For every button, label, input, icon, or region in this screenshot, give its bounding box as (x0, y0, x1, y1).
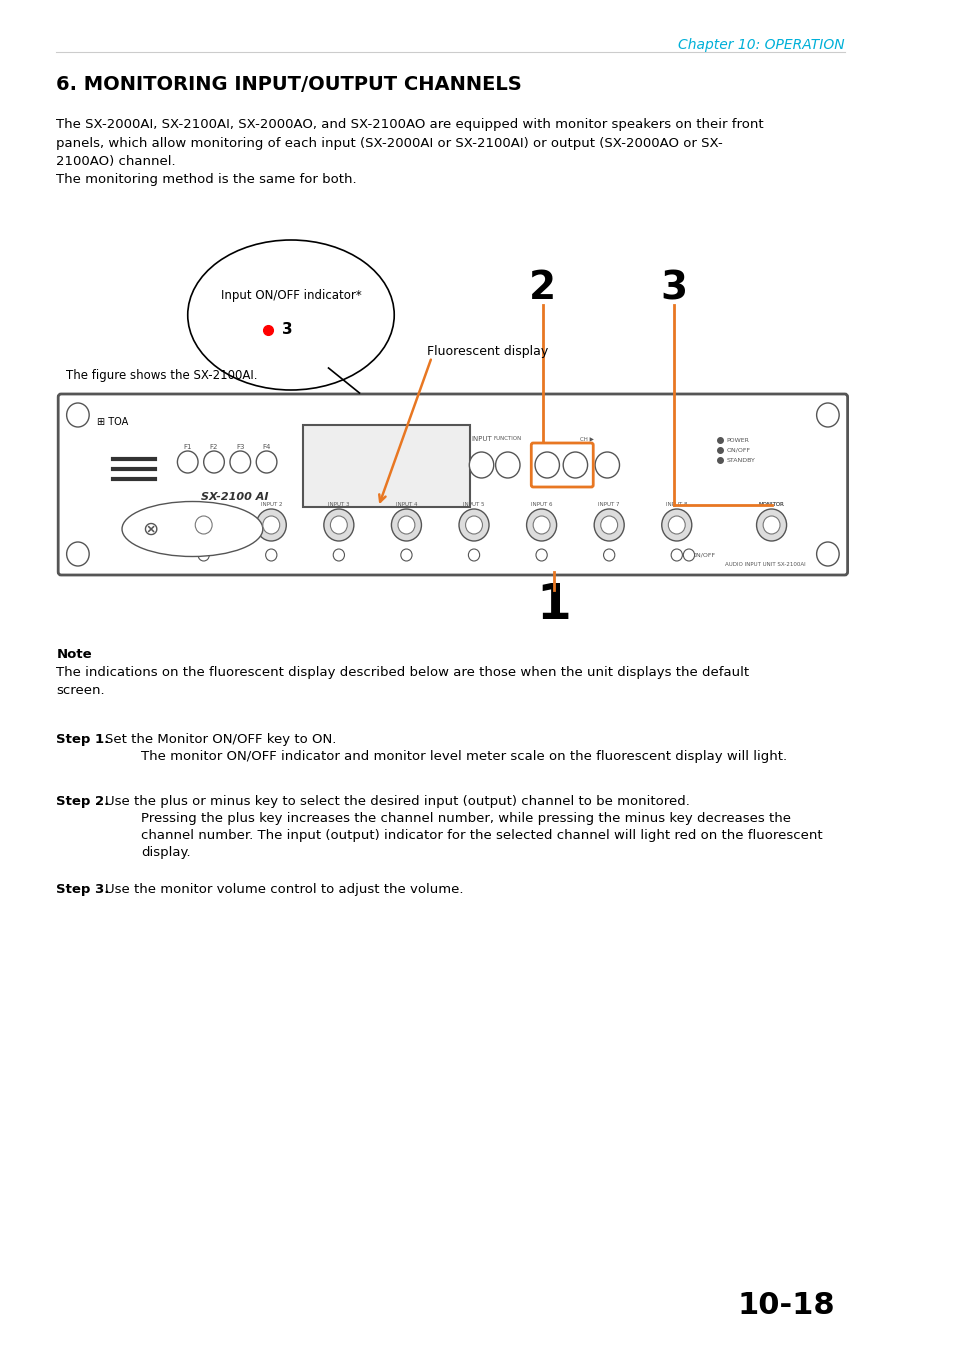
Text: 6. MONITORING INPUT/OUTPUT CHANNELS: 6. MONITORING INPUT/OUTPUT CHANNELS (56, 76, 521, 95)
Text: F4: F4 (262, 444, 271, 450)
Circle shape (265, 549, 276, 561)
Circle shape (594, 509, 623, 540)
Circle shape (333, 549, 344, 561)
Text: The SX-2000AI, SX-2100AI, SX-2000AO, and SX-2100AO are equipped with monitor spe: The SX-2000AI, SX-2100AI, SX-2000AO, and… (56, 118, 763, 186)
Text: The monitor ON/OFF indicator and monitor level meter scale on the fluorescent di: The monitor ON/OFF indicator and monitor… (141, 750, 786, 763)
Text: 2: 2 (528, 269, 556, 307)
Text: ON/OFF: ON/OFF (691, 553, 715, 558)
Text: display.: display. (141, 846, 191, 859)
Circle shape (330, 516, 347, 534)
Circle shape (469, 453, 494, 478)
Circle shape (177, 451, 198, 473)
Text: Use the monitor volume control to adjust the volume.: Use the monitor volume control to adjust… (105, 884, 463, 896)
Circle shape (256, 451, 276, 473)
Text: 1: 1 (536, 581, 571, 630)
Text: Step 3.: Step 3. (56, 884, 110, 896)
Text: F2: F2 (210, 444, 218, 450)
Text: 3: 3 (281, 323, 292, 338)
Text: F1: F1 (183, 444, 192, 450)
Text: channel number. The input (output) indicator for the selected channel will light: channel number. The input (output) indic… (141, 830, 821, 842)
Circle shape (816, 542, 839, 566)
Text: Fluorescent display: Fluorescent display (427, 346, 548, 358)
Circle shape (67, 542, 89, 566)
Text: CH ▶: CH ▶ (579, 436, 593, 442)
Text: INPUT: INPUT (471, 436, 492, 442)
Circle shape (195, 516, 212, 534)
Text: INPUT 8: INPUT 8 (665, 503, 687, 508)
Text: INPUT 6: INPUT 6 (530, 503, 552, 508)
Text: STANDBY: STANDBY (726, 458, 755, 462)
Circle shape (189, 509, 218, 540)
Circle shape (603, 549, 614, 561)
Text: Step 1.: Step 1. (56, 734, 110, 746)
Circle shape (562, 453, 587, 478)
Circle shape (204, 451, 224, 473)
Text: FUNCTION: FUNCTION (493, 436, 521, 442)
Circle shape (756, 509, 786, 540)
Circle shape (198, 549, 209, 561)
FancyBboxPatch shape (531, 443, 593, 486)
Text: Note: Note (56, 648, 91, 661)
Text: The indications on the fluorescent display described below are those when the un: The indications on the fluorescent displ… (56, 666, 749, 697)
Text: The figure shows the SX-2100AI.: The figure shows the SX-2100AI. (66, 369, 257, 382)
Ellipse shape (122, 501, 262, 557)
Text: Chapter 10: OPERATION: Chapter 10: OPERATION (678, 38, 844, 51)
Text: INPUT 1: INPUT 1 (193, 503, 214, 508)
Bar (303, 426, 470, 507)
Text: AUDIO INPUT UNIT SX-2100AI: AUDIO INPUT UNIT SX-2100AI (724, 562, 804, 567)
Circle shape (661, 509, 691, 540)
Text: INPUT 3: INPUT 3 (328, 503, 349, 508)
Circle shape (465, 516, 482, 534)
Circle shape (533, 516, 550, 534)
Circle shape (535, 453, 558, 478)
Circle shape (323, 509, 354, 540)
Text: POWER: POWER (726, 438, 749, 443)
Circle shape (816, 403, 839, 427)
Circle shape (670, 549, 681, 561)
Circle shape (256, 509, 286, 540)
Text: ⊗: ⊗ (142, 520, 158, 539)
Circle shape (682, 549, 694, 561)
Circle shape (67, 403, 89, 427)
Circle shape (595, 453, 618, 478)
Text: INPUT 7: INPUT 7 (598, 503, 619, 508)
Ellipse shape (188, 240, 394, 390)
Text: Step 2.: Step 2. (56, 794, 110, 808)
Circle shape (468, 549, 479, 561)
Text: INPUT 5: INPUT 5 (463, 503, 484, 508)
Text: Use the plus or minus key to select the desired input (output) channel to be mon: Use the plus or minus key to select the … (105, 794, 689, 808)
Circle shape (668, 516, 684, 534)
Circle shape (496, 453, 519, 478)
Text: SX-2100 AI: SX-2100 AI (201, 492, 268, 503)
Text: Input ON/OFF indicator*: Input ON/OFF indicator* (220, 289, 361, 301)
Text: 10-18: 10-18 (737, 1292, 835, 1320)
Text: Pressing the plus key increases the channel number, while pressing the minus key: Pressing the plus key increases the chan… (141, 812, 790, 825)
Text: ON/OFF: ON/OFF (726, 447, 750, 453)
Circle shape (397, 516, 415, 534)
Text: 3: 3 (659, 269, 687, 307)
Circle shape (391, 509, 421, 540)
Text: ⊞ TOA: ⊞ TOA (96, 417, 128, 427)
Circle shape (600, 516, 617, 534)
Text: INPUT 2: INPUT 2 (260, 503, 282, 508)
Circle shape (400, 549, 412, 561)
Circle shape (526, 509, 556, 540)
Text: MONITOR: MONITOR (758, 503, 783, 508)
Text: Set the Monitor ON/OFF key to ON.: Set the Monitor ON/OFF key to ON. (105, 734, 336, 746)
FancyBboxPatch shape (58, 394, 846, 576)
Text: F3: F3 (235, 444, 244, 450)
Text: INPUT 4: INPUT 4 (395, 503, 416, 508)
Circle shape (230, 451, 251, 473)
Circle shape (762, 516, 780, 534)
Circle shape (262, 516, 279, 534)
Text: MONITOR: MONITOR (758, 503, 783, 508)
Circle shape (458, 509, 489, 540)
Circle shape (536, 549, 547, 561)
